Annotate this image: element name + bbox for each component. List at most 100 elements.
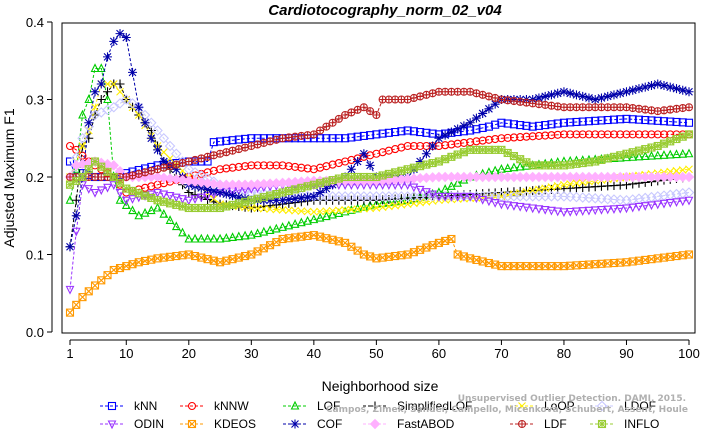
data-point bbox=[103, 167, 112, 176]
data-point bbox=[215, 188, 225, 197]
data-point bbox=[384, 128, 393, 137]
data-point bbox=[546, 90, 556, 100]
data-point bbox=[322, 122, 331, 131]
data-point bbox=[241, 197, 250, 206]
data-point bbox=[572, 179, 581, 188]
data-point bbox=[184, 188, 194, 197]
data-point bbox=[684, 196, 694, 206]
legend-marker bbox=[290, 400, 300, 410]
data-point bbox=[241, 162, 250, 171]
data-point bbox=[547, 120, 556, 129]
legend-label: INFLO bbox=[624, 417, 659, 431]
data-point bbox=[103, 80, 112, 88]
data-point bbox=[183, 175, 195, 187]
data-point bbox=[353, 203, 363, 213]
data-point bbox=[641, 115, 650, 125]
data-point bbox=[152, 125, 163, 136]
data-point bbox=[678, 166, 687, 174]
data-point bbox=[503, 119, 512, 128]
data-point bbox=[222, 136, 231, 145]
data-point bbox=[221, 189, 231, 199]
series-line bbox=[69, 83, 690, 213]
data-point bbox=[353, 157, 363, 166]
data-point bbox=[278, 195, 288, 205]
data-point bbox=[189, 176, 201, 187]
data-point bbox=[259, 226, 269, 236]
data-point bbox=[591, 116, 600, 125]
data-point bbox=[234, 162, 243, 171]
data-point bbox=[509, 120, 518, 129]
data-point bbox=[266, 205, 274, 214]
data-point bbox=[566, 160, 575, 169]
data-point bbox=[359, 149, 369, 159]
legend-item-fastabod: FastABOD bbox=[363, 417, 455, 431]
legend-item-knn: kNN bbox=[100, 399, 157, 413]
data-point bbox=[684, 130, 694, 139]
data-point bbox=[646, 81, 656, 91]
data-point bbox=[628, 85, 638, 95]
data-point bbox=[65, 141, 75, 151]
data-point bbox=[284, 162, 293, 171]
data-point bbox=[365, 160, 375, 170]
data-point bbox=[578, 207, 588, 216]
data-point bbox=[278, 161, 287, 170]
data-point bbox=[209, 233, 219, 243]
data-point bbox=[547, 206, 556, 216]
series-line bbox=[69, 98, 690, 201]
data-point bbox=[171, 193, 181, 203]
data-point bbox=[315, 188, 325, 197]
data-point bbox=[278, 206, 287, 214]
data-point bbox=[616, 130, 625, 139]
data-point bbox=[522, 132, 531, 141]
data-point bbox=[584, 206, 594, 216]
data-point bbox=[609, 152, 619, 161]
data-point bbox=[253, 228, 262, 238]
data-point bbox=[140, 118, 150, 128]
data-point bbox=[272, 161, 281, 170]
data-point bbox=[640, 202, 650, 211]
data-point bbox=[366, 107, 375, 116]
data-point bbox=[440, 192, 450, 202]
data-point bbox=[428, 159, 437, 168]
data-point bbox=[553, 88, 563, 98]
legend-item-inflo: INFLO bbox=[590, 417, 659, 431]
legend-marker bbox=[369, 418, 381, 430]
data-point bbox=[647, 143, 656, 152]
data-point bbox=[247, 161, 256, 170]
data-point bbox=[528, 132, 537, 141]
legend-label: LOF bbox=[317, 399, 340, 413]
data-point bbox=[659, 199, 669, 209]
data-point bbox=[271, 195, 281, 205]
data-point bbox=[284, 206, 293, 215]
x-tick-label: 10 bbox=[119, 346, 133, 361]
data-point bbox=[216, 165, 225, 174]
data-point bbox=[665, 82, 675, 92]
data-point bbox=[165, 215, 175, 224]
data-point bbox=[228, 232, 237, 241]
data-point bbox=[271, 223, 281, 233]
data-point bbox=[146, 117, 157, 129]
data-point bbox=[590, 95, 600, 104]
data-point bbox=[115, 79, 125, 89]
x-tick-label: 80 bbox=[557, 346, 571, 361]
data-point bbox=[109, 80, 118, 88]
data-point bbox=[152, 171, 163, 183]
data-point bbox=[240, 230, 250, 240]
data-point bbox=[247, 134, 256, 143]
legend-item-ldof: LDOF bbox=[590, 399, 656, 413]
data-point bbox=[459, 121, 469, 131]
data-point bbox=[441, 141, 450, 150]
data-point bbox=[65, 242, 75, 252]
data-point bbox=[534, 93, 544, 103]
data-point bbox=[71, 227, 81, 237]
data-point bbox=[178, 195, 187, 204]
data-point bbox=[578, 159, 587, 168]
data-point bbox=[296, 217, 306, 227]
data-point bbox=[565, 88, 575, 98]
data-point bbox=[78, 109, 87, 119]
data-point bbox=[603, 130, 612, 139]
data-point bbox=[372, 204, 381, 212]
data-point bbox=[228, 136, 237, 145]
data-point bbox=[428, 141, 438, 151]
x-tick-label: 20 bbox=[182, 346, 196, 361]
